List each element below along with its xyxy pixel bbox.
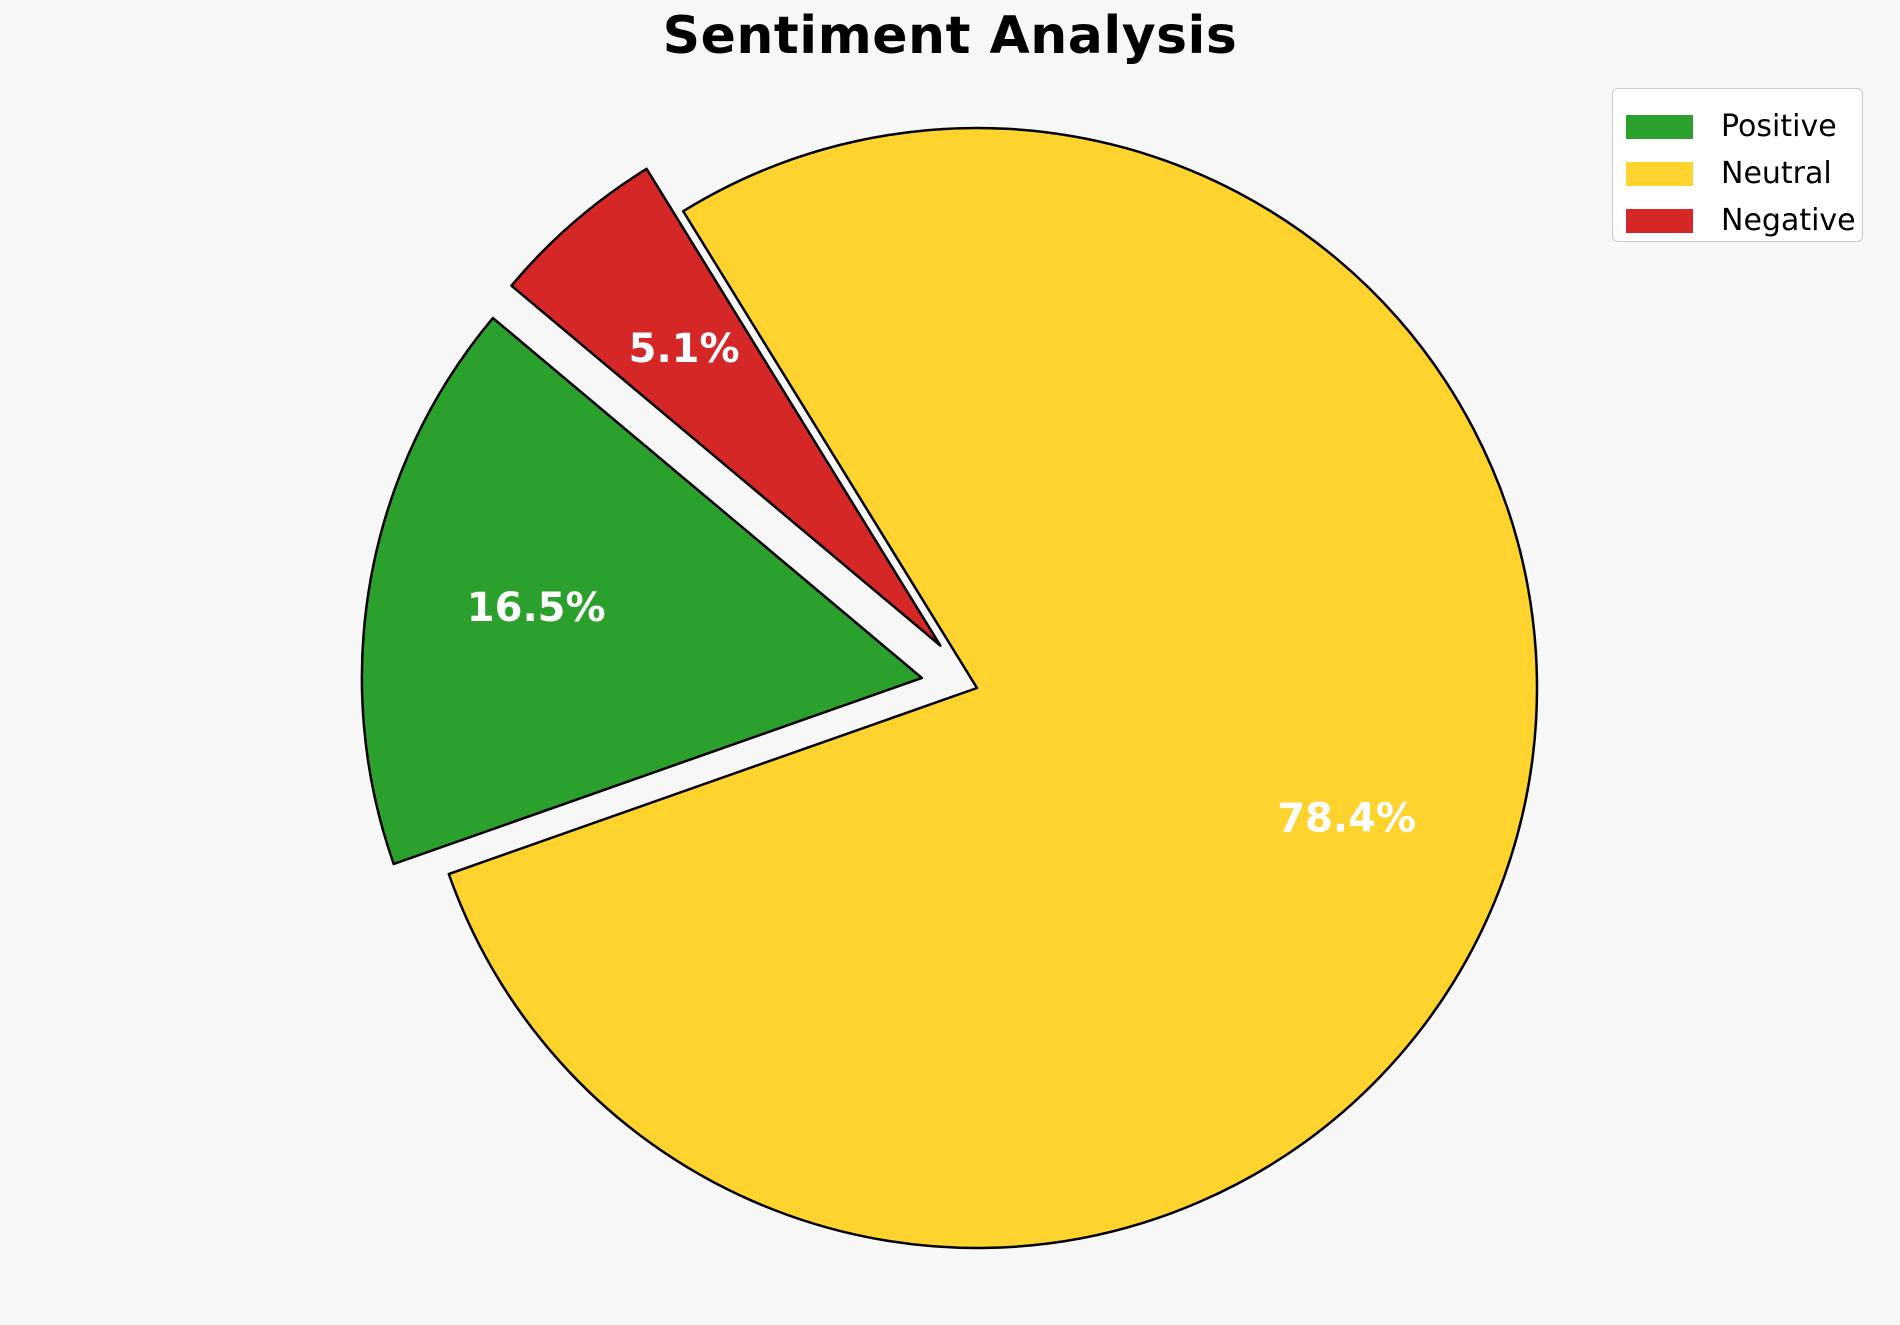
legend-label-positive: Positive <box>1721 109 1837 144</box>
legend-item-neutral: Neutral <box>1626 150 1862 197</box>
pie-slice-positive <box>360 316 924 866</box>
pct-label-neutral: 78.4% <box>1277 796 1416 842</box>
legend-swatch-neutral <box>1626 161 1693 186</box>
pct-label-negative: 5.1% <box>629 326 740 372</box>
pie-slice-neutral <box>447 126 1539 1250</box>
legend: Positive Neutral Negative <box>1612 88 1863 242</box>
legend-label-neutral: Neutral <box>1721 156 1832 191</box>
pct-label-positive: 16.5% <box>467 585 606 631</box>
legend-label-negative: Negative <box>1721 203 1856 238</box>
legend-swatch-negative <box>1626 208 1693 233</box>
legend-item-negative: Negative <box>1626 197 1862 244</box>
legend-swatch-positive <box>1626 114 1693 139</box>
pie-slice-negative <box>510 167 942 647</box>
legend-item-positive: Positive <box>1626 103 1862 150</box>
chart-title: Sentiment Analysis <box>662 6 1238 66</box>
